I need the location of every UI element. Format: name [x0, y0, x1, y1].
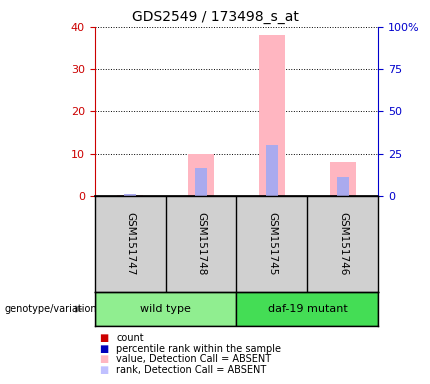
Text: daf-19 mutant: daf-19 mutant [267, 304, 347, 314]
Text: count: count [116, 333, 144, 343]
Text: percentile rank within the sample: percentile rank within the sample [116, 344, 281, 354]
Bar [124, 194, 136, 196]
Bar [330, 162, 356, 196]
Bar [259, 35, 285, 196]
Text: ■: ■ [99, 344, 108, 354]
Text: ■: ■ [99, 365, 108, 375]
Bar [337, 177, 349, 196]
Text: ■: ■ [99, 354, 108, 364]
Text: genotype/variation: genotype/variation [4, 304, 97, 314]
Bar [188, 154, 214, 196]
Text: value, Detection Call = ABSENT: value, Detection Call = ABSENT [116, 354, 271, 364]
Bar [95, 292, 237, 326]
Text: ■: ■ [99, 333, 108, 343]
Text: GSM151745: GSM151745 [267, 212, 277, 276]
Bar [117, 195, 143, 196]
Text: GSM151746: GSM151746 [338, 212, 348, 276]
Text: GSM151748: GSM151748 [196, 212, 206, 276]
Text: wild type: wild type [140, 304, 191, 314]
Text: rank, Detection Call = ABSENT: rank, Detection Call = ABSENT [116, 365, 266, 375]
Text: GDS2549 / 173498_s_at: GDS2549 / 173498_s_at [132, 10, 298, 23]
Bar [195, 169, 207, 196]
Bar [237, 292, 378, 326]
Text: GSM151747: GSM151747 [125, 212, 135, 276]
Bar [266, 145, 278, 196]
